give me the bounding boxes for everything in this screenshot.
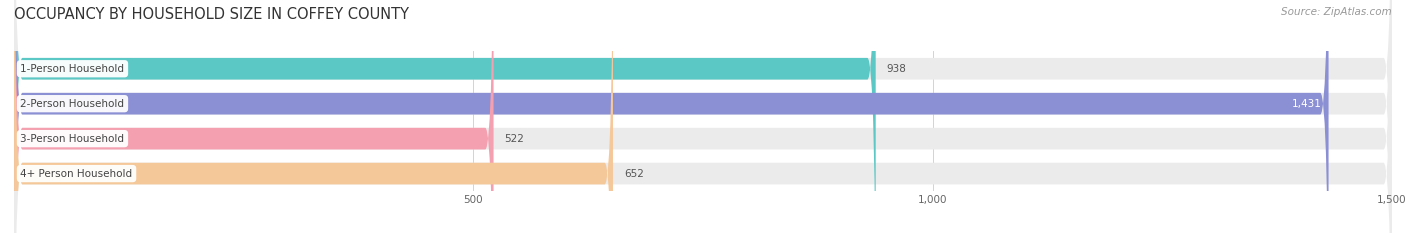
Text: 652: 652	[624, 169, 644, 178]
FancyBboxPatch shape	[14, 0, 1392, 233]
Text: 938: 938	[887, 64, 907, 74]
FancyBboxPatch shape	[14, 0, 1392, 233]
Text: Source: ZipAtlas.com: Source: ZipAtlas.com	[1281, 7, 1392, 17]
FancyBboxPatch shape	[14, 0, 494, 233]
FancyBboxPatch shape	[14, 0, 876, 233]
Text: 1-Person Household: 1-Person Household	[21, 64, 125, 74]
FancyBboxPatch shape	[14, 0, 613, 233]
Text: 1,431: 1,431	[1291, 99, 1322, 109]
Text: 4+ Person Household: 4+ Person Household	[21, 169, 132, 178]
FancyBboxPatch shape	[14, 0, 1329, 233]
Text: 3-Person Household: 3-Person Household	[21, 134, 125, 144]
Text: OCCUPANCY BY HOUSEHOLD SIZE IN COFFEY COUNTY: OCCUPANCY BY HOUSEHOLD SIZE IN COFFEY CO…	[14, 7, 409, 22]
FancyBboxPatch shape	[14, 0, 1392, 233]
Text: 522: 522	[505, 134, 524, 144]
FancyBboxPatch shape	[14, 0, 1392, 233]
Text: 2-Person Household: 2-Person Household	[21, 99, 125, 109]
